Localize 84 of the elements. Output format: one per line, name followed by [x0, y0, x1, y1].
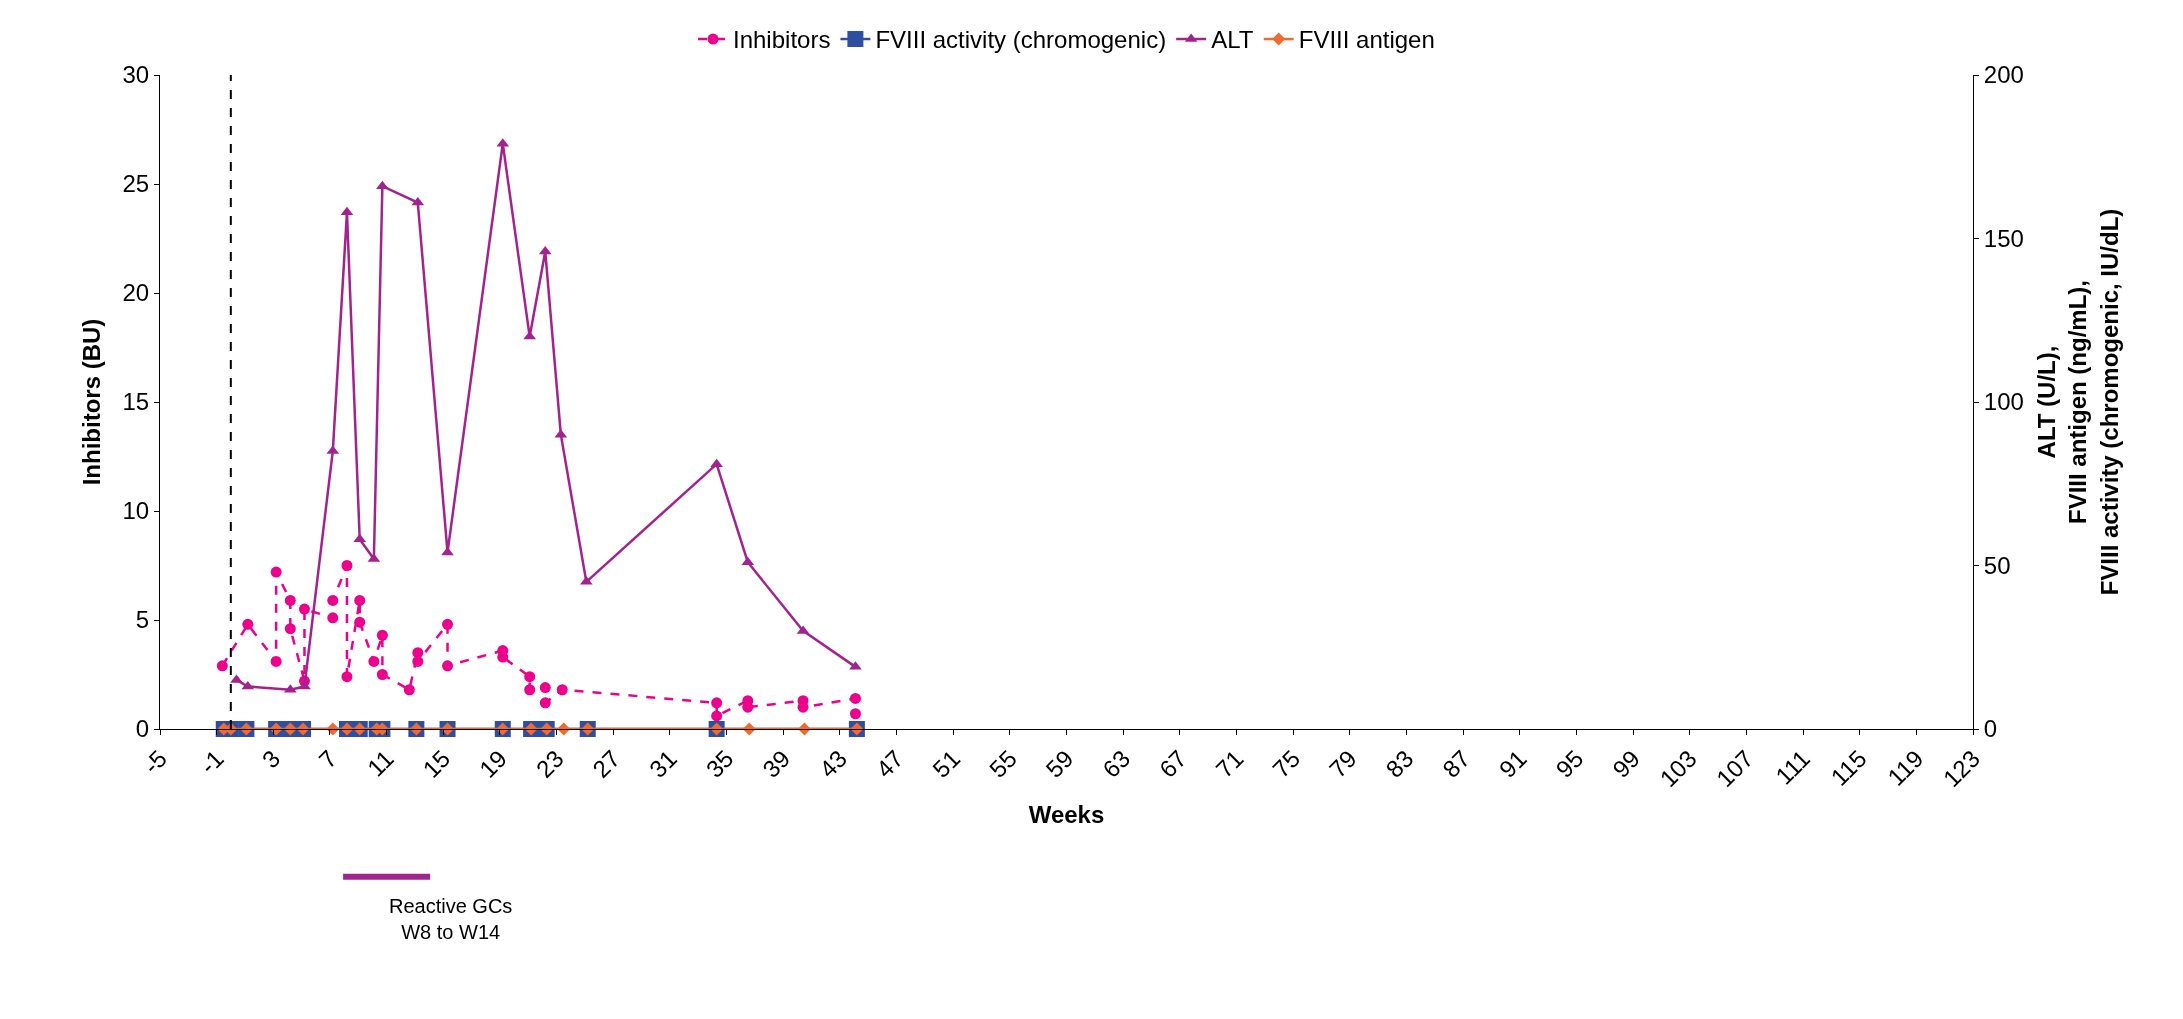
point	[341, 560, 353, 571]
x-tick-label: 39	[757, 744, 796, 783]
point	[327, 612, 339, 624]
x-tick-label: 103	[1654, 744, 1702, 793]
point	[711, 697, 723, 709]
y2-tick-label: 150	[1983, 224, 2024, 252]
point	[524, 671, 536, 683]
point	[354, 594, 366, 606]
x-tick-label: 23	[530, 744, 569, 783]
point	[376, 669, 388, 680]
x-tick-label: 123	[1937, 744, 1986, 793]
x-axis-title: Weeks	[1028, 801, 1105, 829]
point	[539, 697, 551, 709]
x-tick-label: 87	[1437, 744, 1476, 783]
y2-tick-label: 50	[1983, 551, 2011, 579]
text: Reactive GCs W8 to W14	[389, 895, 513, 943]
x-tick-label: 3	[256, 744, 286, 774]
x-tick-label: 75	[1267, 744, 1306, 783]
x-tick-label: 71	[1210, 744, 1249, 783]
point	[442, 618, 454, 630]
x-tick-label: 63	[1097, 744, 1136, 783]
point	[354, 616, 366, 628]
y2-axis-title: ALT (U/L), FVIII antigen (ng/mL), FVIII activity (chromogenic, IU/dL)	[2033, 208, 2123, 596]
x-tick-label: 115	[1825, 744, 1872, 791]
x-tick-label: 11	[361, 744, 399, 782]
legend-label: Inhibitors	[733, 26, 831, 54]
x-tick-label: -1	[194, 744, 229, 779]
point	[242, 618, 254, 630]
legend-label: FVIII antigen	[1298, 26, 1435, 54]
point	[284, 594, 296, 606]
x-tick-label: 51	[927, 744, 966, 783]
x-tick-label: 35	[700, 744, 739, 783]
legend-label: ALT	[1211, 26, 1254, 54]
point	[284, 623, 296, 635]
x-tick-label: 47	[870, 744, 909, 783]
x-tick-label: 19	[473, 744, 512, 783]
x-tick-label: 7	[313, 744, 342, 774]
x-tick-label: 83	[1380, 744, 1419, 783]
legend-label: FVIII activity (chromogenic)	[875, 26, 1167, 54]
y-tick-label: 10	[122, 497, 150, 525]
point	[270, 566, 282, 578]
point	[241, 680, 255, 690]
x-tick-label: 79	[1323, 744, 1362, 783]
y2-tick-label: 0	[1983, 715, 1998, 743]
point	[340, 206, 354, 216]
point	[341, 671, 353, 683]
y-tick-label: 30	[122, 61, 150, 89]
point	[556, 684, 568, 696]
y-tick-label: 25	[122, 170, 150, 198]
x-tick-label: 119	[1882, 744, 1929, 791]
y-tick-label: 0	[135, 715, 150, 743]
point	[849, 692, 861, 704]
point	[849, 708, 861, 720]
y2-tick-label: 200	[1983, 61, 2024, 89]
point	[327, 594, 339, 606]
x-tick-label: 15	[417, 744, 456, 783]
y-tick-label: 15	[122, 388, 150, 416]
point	[270, 655, 282, 667]
x-tick-label: 43	[813, 744, 852, 783]
point	[539, 682, 551, 694]
x-tick-label: 91	[1493, 744, 1532, 783]
x-tick-label: 107	[1710, 744, 1759, 793]
point	[711, 710, 723, 722]
point	[376, 629, 388, 641]
point	[368, 655, 380, 667]
x-tick-label: -5	[137, 744, 173, 779]
point	[403, 684, 415, 696]
point	[298, 603, 310, 615]
point	[353, 533, 367, 543]
point	[524, 684, 536, 696]
y2-tick-label: 100	[1983, 388, 2024, 416]
x-tick-label: 27	[587, 744, 626, 783]
x-tick-label: 59	[1040, 744, 1079, 783]
x-tick-label: 55	[983, 744, 1022, 783]
y-axis-title: Inhibitors (BU)	[77, 318, 105, 486]
x-tick-label: 95	[1550, 744, 1589, 783]
point	[216, 660, 228, 672]
x-tick-label: 31	[643, 744, 682, 783]
y-tick-label: 20	[122, 279, 150, 307]
x-tick-label: 111	[1770, 744, 1816, 790]
point	[442, 660, 454, 672]
y-tick-label: 5	[135, 606, 150, 634]
x-tick-label: 99	[1607, 744, 1646, 783]
x-tick-label: 67	[1153, 744, 1192, 783]
